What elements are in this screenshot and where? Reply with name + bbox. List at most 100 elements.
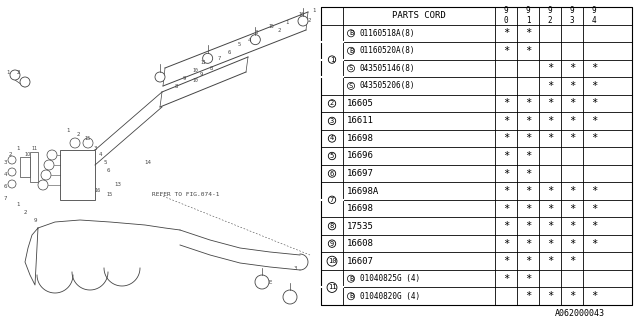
Text: 15: 15 bbox=[107, 193, 113, 197]
Text: 9: 9 bbox=[200, 71, 204, 76]
Text: 1: 1 bbox=[16, 203, 20, 207]
Text: *: * bbox=[569, 291, 575, 301]
Text: 11: 11 bbox=[328, 284, 336, 291]
Text: 13: 13 bbox=[115, 182, 122, 188]
Circle shape bbox=[8, 156, 16, 164]
Text: 3: 3 bbox=[3, 161, 7, 165]
Text: *: * bbox=[525, 46, 531, 56]
Text: *: * bbox=[547, 239, 553, 249]
Text: 16608: 16608 bbox=[347, 239, 374, 248]
Text: 4: 4 bbox=[3, 172, 7, 178]
Text: *: * bbox=[503, 256, 509, 266]
Circle shape bbox=[255, 275, 269, 289]
Text: *: * bbox=[547, 256, 553, 266]
Text: *: * bbox=[569, 99, 575, 108]
Text: 4: 4 bbox=[99, 153, 102, 157]
Text: 9
1: 9 1 bbox=[525, 6, 531, 25]
Circle shape bbox=[83, 138, 93, 148]
Text: *: * bbox=[503, 204, 509, 213]
Text: 1: 1 bbox=[67, 127, 70, 132]
Text: 11: 11 bbox=[200, 60, 205, 65]
Text: 2: 2 bbox=[278, 28, 281, 33]
Text: *: * bbox=[503, 116, 509, 126]
Text: *: * bbox=[569, 221, 575, 231]
Text: 9: 9 bbox=[330, 241, 334, 247]
Text: *: * bbox=[525, 239, 531, 249]
Text: 16698: 16698 bbox=[347, 134, 374, 143]
Text: *: * bbox=[547, 99, 553, 108]
Text: 1: 1 bbox=[285, 20, 288, 25]
Bar bbox=[20, 157, 30, 177]
Text: *: * bbox=[503, 221, 509, 231]
Circle shape bbox=[41, 170, 51, 180]
Text: *: * bbox=[547, 63, 553, 73]
Text: *: * bbox=[547, 291, 553, 301]
Text: *: * bbox=[503, 99, 509, 108]
Circle shape bbox=[283, 290, 297, 304]
Text: 7: 7 bbox=[3, 196, 7, 201]
Text: 10: 10 bbox=[192, 77, 198, 83]
Text: B: B bbox=[349, 48, 353, 54]
Circle shape bbox=[20, 77, 30, 87]
Bar bbox=[30, 152, 38, 182]
Text: *: * bbox=[525, 204, 531, 213]
Text: 5: 5 bbox=[330, 153, 334, 159]
Text: 16611: 16611 bbox=[347, 116, 374, 125]
Text: *: * bbox=[547, 81, 553, 91]
Text: 9
0: 9 0 bbox=[504, 6, 508, 25]
Text: *: * bbox=[525, 99, 531, 108]
Text: 7: 7 bbox=[330, 197, 334, 203]
Text: 16697: 16697 bbox=[347, 169, 374, 178]
Circle shape bbox=[10, 70, 20, 80]
Text: *: * bbox=[569, 204, 575, 213]
Text: 01040825G (4): 01040825G (4) bbox=[360, 274, 420, 283]
Text: *: * bbox=[525, 256, 531, 266]
Text: 16: 16 bbox=[95, 188, 101, 193]
Text: 2: 2 bbox=[308, 18, 311, 22]
Text: *: * bbox=[525, 169, 531, 179]
Text: *: * bbox=[525, 116, 531, 126]
Text: *: * bbox=[547, 221, 553, 231]
Text: 5: 5 bbox=[103, 159, 107, 164]
Text: *: * bbox=[591, 133, 597, 143]
Circle shape bbox=[47, 150, 57, 160]
Text: *: * bbox=[569, 116, 575, 126]
Text: *: * bbox=[547, 186, 553, 196]
Text: S: S bbox=[349, 65, 353, 71]
Text: *: * bbox=[591, 63, 597, 73]
Text: *: * bbox=[547, 133, 553, 143]
Text: S: S bbox=[349, 83, 353, 89]
Circle shape bbox=[8, 168, 16, 176]
Text: *: * bbox=[503, 239, 509, 249]
Text: 043505146(8): 043505146(8) bbox=[360, 64, 415, 73]
Text: *: * bbox=[503, 151, 509, 161]
Text: 16698A: 16698A bbox=[347, 187, 380, 196]
Text: 3: 3 bbox=[330, 118, 334, 124]
Text: A062000043: A062000043 bbox=[555, 308, 605, 317]
Circle shape bbox=[44, 160, 54, 170]
Text: 6: 6 bbox=[3, 185, 7, 189]
Text: *: * bbox=[569, 63, 575, 73]
Text: 15: 15 bbox=[85, 135, 91, 140]
Circle shape bbox=[250, 35, 260, 45]
Text: 10: 10 bbox=[328, 258, 336, 264]
Text: *: * bbox=[591, 221, 597, 231]
Text: *: * bbox=[591, 239, 597, 249]
Text: 2: 2 bbox=[8, 153, 12, 157]
Text: 9: 9 bbox=[183, 76, 186, 81]
Text: 7: 7 bbox=[218, 55, 221, 60]
Text: 6: 6 bbox=[106, 167, 109, 172]
Text: 043505206(8): 043505206(8) bbox=[360, 81, 415, 90]
Text: 2: 2 bbox=[23, 210, 27, 214]
Text: 4: 4 bbox=[330, 135, 334, 141]
Text: PARTS CORD: PARTS CORD bbox=[392, 11, 446, 20]
Text: 1: 1 bbox=[16, 146, 20, 150]
Text: 14: 14 bbox=[145, 159, 152, 164]
Text: *: * bbox=[503, 169, 509, 179]
Text: 3: 3 bbox=[93, 146, 97, 150]
Text: 16698: 16698 bbox=[347, 204, 374, 213]
Text: 01160520A(8): 01160520A(8) bbox=[360, 46, 415, 55]
Text: *: * bbox=[569, 256, 575, 266]
Text: 17535: 17535 bbox=[347, 222, 374, 231]
Text: *: * bbox=[547, 204, 553, 213]
